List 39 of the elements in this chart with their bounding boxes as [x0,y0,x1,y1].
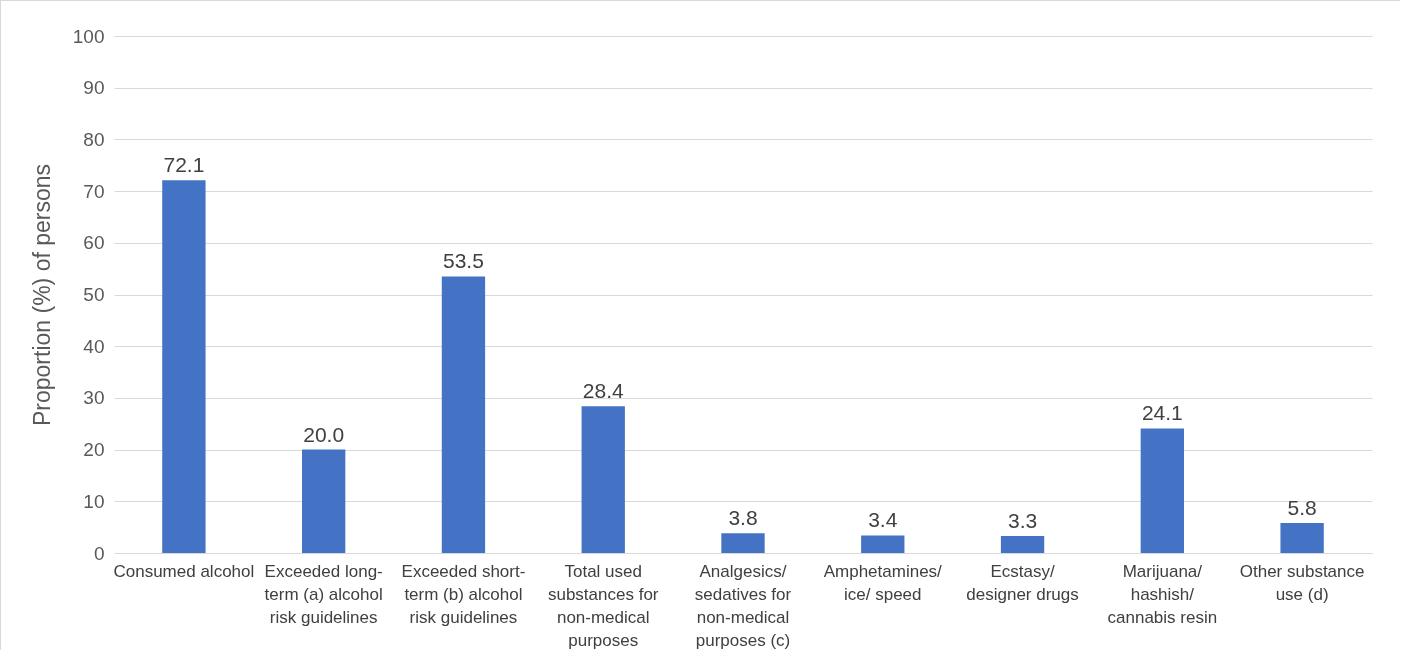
data-label: 5.8 [1287,496,1317,520]
y-tick-label: 0 [93,542,105,564]
y-axis-title: Proportion (%) of persons [28,163,55,427]
y-tick-label: 90 [83,77,105,99]
data-label: 3.3 [1007,508,1038,532]
bar [721,533,765,553]
y-tick-label: 40 [83,335,105,357]
data-label: 3.8 [728,506,758,530]
x-tick-label: Consumed alcohol [113,561,255,581]
y-tick-label: 20 [83,439,105,461]
bar [1000,535,1045,553]
bar [302,449,346,553]
y-tick-label: 100 [72,25,105,47]
data-label: 24.1 [1141,401,1183,425]
bar [861,535,905,553]
x-tick-label: Total used substances for non-medical purposes [547,561,659,650]
data-label: 53.5 [443,249,484,273]
x-tick-label: Analgesics/ sedatives for non-medical purposes (c) [694,561,792,650]
bar [162,180,206,553]
bar [1140,428,1184,553]
x-tick-label: Exceeded short-term (b) alcohol risk guidelines [401,561,526,627]
x-tick-label: Ecstasy/ designer drugs [966,561,1079,604]
y-tick-label: 80 [83,128,105,150]
y-tick-label: 10 [83,490,105,512]
x-tick-label: Other substance use (d) [1239,561,1365,604]
x-tick-label: Marijuana/ hashish/ cannabis resin [1107,561,1218,627]
y-tick-label: 70 [83,180,105,202]
data-label: 3.4 [868,508,898,532]
bar [441,276,486,553]
data-label: 20.0 [303,422,345,446]
x-tick-label: Exceeded long-term (a) alcohol risk guidelines [264,561,383,627]
x-tick-label: Amphetamines/ ice/ speed [823,561,943,604]
y-tick-label: 60 [83,232,105,254]
bar [1280,523,1324,553]
y-tick-label: 50 [83,284,105,305]
data-label: 28.4 [582,379,624,403]
bar [581,406,625,553]
y-tick-label: 30 [83,387,105,409]
data-label: 72.1 [163,153,205,177]
